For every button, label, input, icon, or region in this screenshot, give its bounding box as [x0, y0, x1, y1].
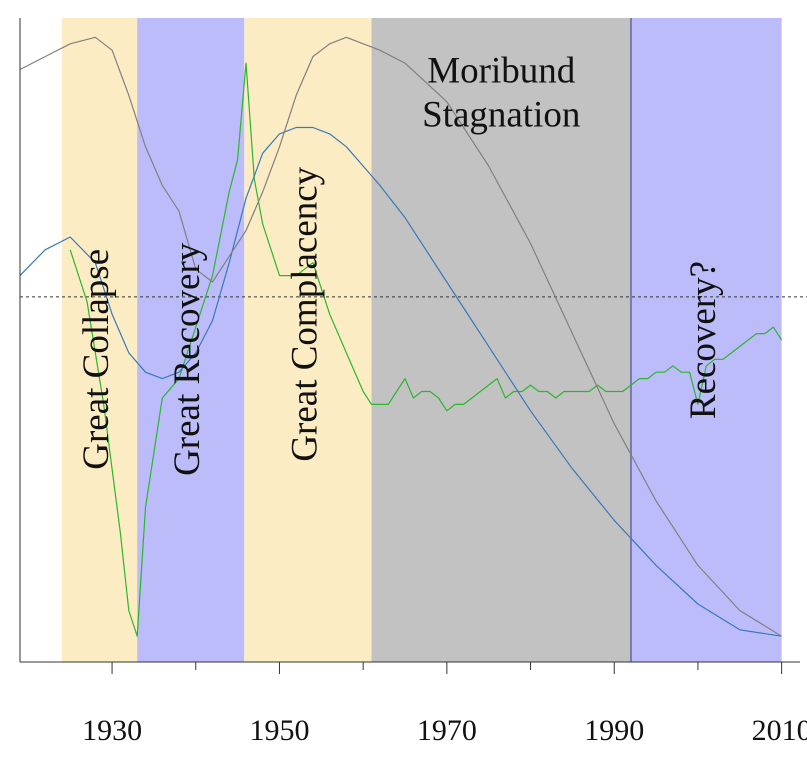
period-band-recovery — [630, 18, 782, 662]
x-tick-label-2010: 2010 — [752, 714, 807, 747]
period-label-great-recovery: Great Recovery — [167, 242, 208, 476]
period-label-great-complacency: Great Complacency — [284, 166, 325, 461]
series-line-3 — [19, 36, 782, 637]
x-tick-label-1950: 1950 — [249, 714, 309, 747]
x-tick-label-1990: 1990 — [584, 714, 644, 747]
x-tick-label-1970: 1970 — [417, 714, 477, 747]
period-bands — [61, 18, 782, 662]
period-label-moribund-stagnation: Moribund Stagnation — [422, 50, 580, 135]
period-band-great-recovery — [137, 18, 245, 662]
period-label-recovery: Recovery? — [683, 261, 724, 419]
period-labels: Great Collapse Great Recovery Great Compla… — [76, 50, 724, 476]
period-band-moribund-stagnation — [371, 18, 631, 662]
period-band-great-complacency — [244, 18, 372, 662]
series-line-2 — [19, 126, 782, 637]
x-tick-label-1930: 1930 — [82, 714, 142, 747]
axes: 1930 1950 1970 1990 2010 — [19, 18, 807, 747]
series-line-1 — [69, 62, 783, 637]
period-label-great-collapse: Great Collapse — [76, 249, 117, 470]
series-lines — [19, 36, 783, 637]
period-band-great-collapse — [61, 18, 138, 662]
